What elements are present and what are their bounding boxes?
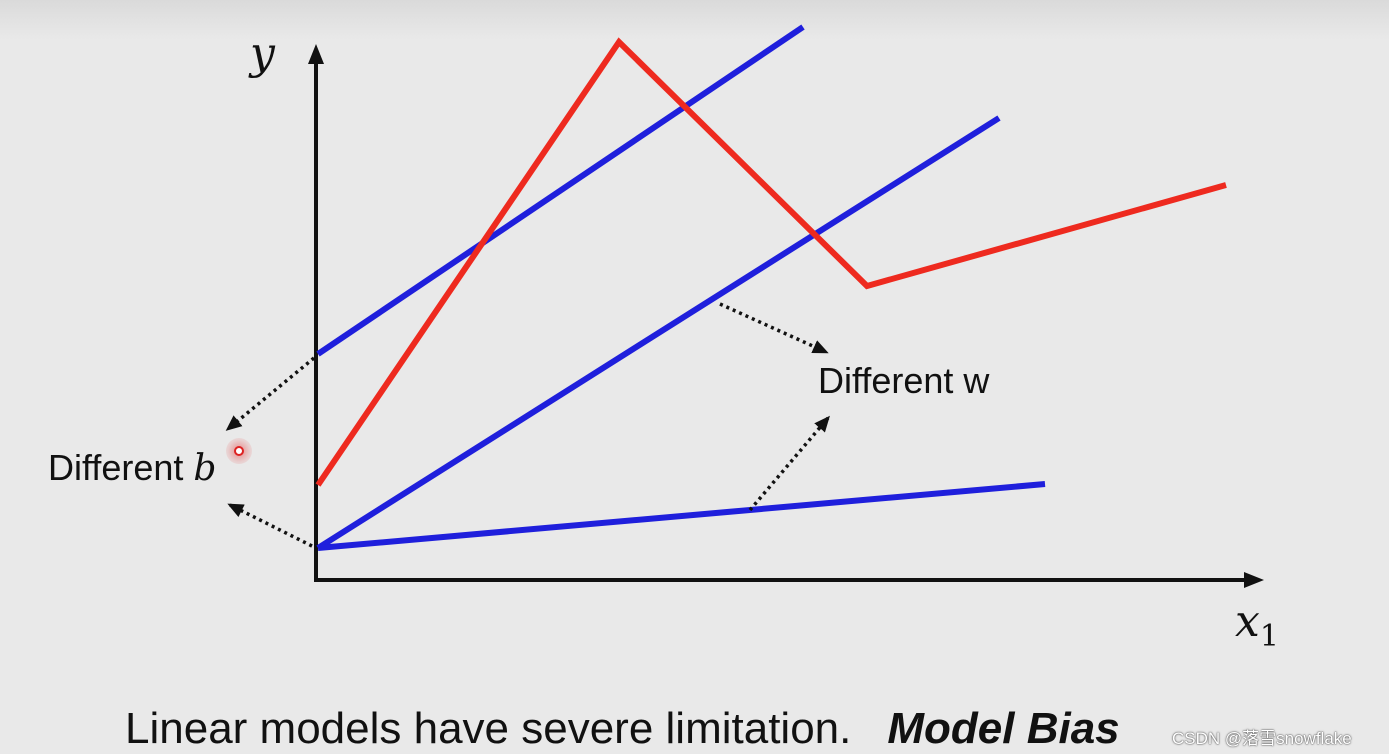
arrow-to-different-w-upper xyxy=(719,302,829,354)
arrow-to-different-w-lower xyxy=(748,415,830,512)
caption: Linear models have severe limitation. Mod… xyxy=(125,704,1120,754)
y-axis-label: y xyxy=(250,28,275,79)
x-axis-label-var: x xyxy=(1235,596,1260,647)
bias-symbol: b xyxy=(193,448,217,489)
x-axis-label: x1 xyxy=(1235,596,1279,654)
arrow-to-different-b-lower xyxy=(227,503,313,548)
linear-line-high-bias xyxy=(316,24,805,357)
watermark: CSDN @落雪snowflake xyxy=(1172,729,1352,748)
caption-text: Linear models have severe limitation. xyxy=(125,704,852,753)
x-axis-label-subscript: 1 xyxy=(1259,619,1279,654)
linear-line-steep xyxy=(316,115,1001,551)
different-b-text: Different xyxy=(48,447,194,488)
pointer-cursor-icon xyxy=(226,438,252,464)
x-axis-arrowhead xyxy=(1244,572,1264,588)
different-b-label: Different b xyxy=(48,447,216,489)
arrow-to-different-b-upper xyxy=(225,356,316,431)
caption-emphasis: Model Bias xyxy=(887,704,1120,753)
different-w-label: Different w xyxy=(818,360,990,401)
piecewise-red-curve xyxy=(315,37,1227,487)
linear-line-shallow xyxy=(317,481,1046,551)
y-axis-arrowhead xyxy=(308,44,324,64)
window-top-bar xyxy=(0,0,1389,40)
